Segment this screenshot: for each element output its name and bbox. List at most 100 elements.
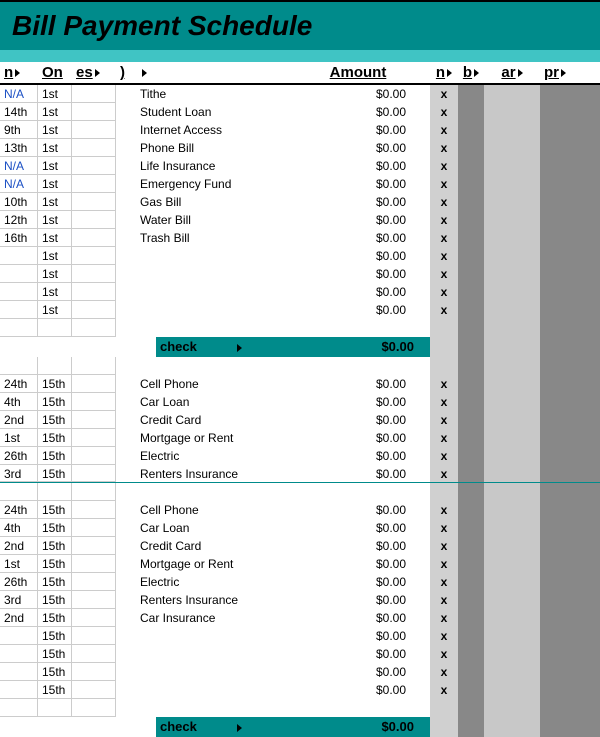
cell-amount: $0.00 [286, 229, 430, 247]
cell-x: x [430, 283, 458, 301]
cell-n: 9th [0, 121, 38, 139]
cell-n: 12th [0, 211, 38, 229]
cell-par [116, 681, 136, 699]
table-row: 2nd15thCredit Card$0.00x [0, 537, 600, 555]
cell-par [116, 591, 136, 609]
cell-par [116, 283, 136, 301]
cell-x: x [430, 193, 458, 211]
cell-es [72, 157, 116, 175]
table-row: 13th1stPhone Bill$0.00x [0, 139, 600, 157]
cell-n [0, 265, 38, 283]
cell-es [72, 663, 116, 681]
cell-on: 15th [38, 447, 72, 465]
cell-n: 1st [0, 429, 38, 447]
cell-desc: Car Loan [136, 393, 286, 411]
cell-on: 15th [38, 663, 72, 681]
cell-x: x [430, 645, 458, 663]
table-row: 15th$0.00x [0, 663, 600, 681]
cell-par [116, 265, 136, 283]
cell-es [72, 681, 116, 699]
cell-desc [136, 283, 286, 301]
check-label: check [156, 337, 306, 357]
cell-par [116, 175, 136, 193]
cell-on: 15th [38, 627, 72, 645]
cell-n: 3rd [0, 591, 38, 609]
cell-amount: $0.00 [286, 301, 430, 319]
cell-n: 3rd [0, 465, 38, 482]
cell-x: x [430, 663, 458, 681]
cell-par [116, 247, 136, 265]
cell-es [72, 103, 116, 121]
check-label: check [156, 717, 306, 737]
cell-par [116, 121, 136, 139]
cell-x: x [430, 157, 458, 175]
cell-desc: Trash Bill [136, 229, 286, 247]
cell-desc [136, 301, 286, 319]
cell-es [72, 609, 116, 627]
header-n2: n [430, 62, 458, 83]
cell-desc: Electric [136, 447, 286, 465]
cell-amount: $0.00 [286, 609, 430, 627]
cell-es [72, 447, 116, 465]
table-row: 24th15thCell Phone$0.00x [0, 501, 600, 519]
cell-amount: $0.00 [286, 681, 430, 699]
cell-n [0, 301, 38, 319]
cell-amount: $0.00 [286, 139, 430, 157]
cell-par [116, 193, 136, 211]
cell-n [0, 681, 38, 699]
cell-n [0, 627, 38, 645]
cell-amount: $0.00 [286, 103, 430, 121]
cell-par [116, 537, 136, 555]
cell-es [72, 555, 116, 573]
table-row: 15th$0.00x [0, 681, 600, 699]
cell-desc: Cell Phone [136, 501, 286, 519]
cell-desc [136, 247, 286, 265]
cell-x: x [430, 573, 458, 591]
empty-row [0, 357, 600, 375]
header-on: On [38, 62, 72, 83]
cell-es [72, 265, 116, 283]
cell-es [72, 411, 116, 429]
cell-es [72, 301, 116, 319]
cell-desc: Water Bill [136, 211, 286, 229]
cell-es [72, 247, 116, 265]
cell-n [0, 663, 38, 681]
table-row: 3rd15thRenters Insurance$0.00x [0, 591, 600, 609]
table-row: 26th15thElectric$0.00x [0, 447, 600, 465]
table-body: N/A1stTithe$0.00x14th1stStudent Loan$0.0… [0, 85, 600, 737]
cell-desc: Gas Bill [136, 193, 286, 211]
cell-desc: Mortgage or Rent [136, 429, 286, 447]
cell-amount: $0.00 [286, 465, 430, 482]
cell-x: x [430, 121, 458, 139]
cell-par [116, 447, 136, 465]
cell-desc [136, 681, 286, 699]
cell-n: N/A [0, 175, 38, 193]
table-row: 1st$0.00x [0, 265, 600, 283]
cell-desc: Cell Phone [136, 375, 286, 393]
table-row: 1st$0.00x [0, 283, 600, 301]
cell-x: x [430, 393, 458, 411]
cell-x: x [430, 211, 458, 229]
cell-par [116, 645, 136, 663]
cell-n: 24th [0, 375, 38, 393]
cell-amount: $0.00 [286, 247, 430, 265]
cell-on: 15th [38, 609, 72, 627]
cell-par [116, 393, 136, 411]
cell-x: x [430, 85, 458, 103]
cell-x: x [430, 537, 458, 555]
cell-es [72, 501, 116, 519]
cell-amount: $0.00 [286, 447, 430, 465]
cell-n: 14th [0, 103, 38, 121]
cell-par [116, 211, 136, 229]
cell-par [116, 501, 136, 519]
header-ar: ar [484, 62, 540, 83]
cell-on: 15th [38, 645, 72, 663]
cell-es [72, 519, 116, 537]
cell-x: x [430, 247, 458, 265]
cell-amount: $0.00 [286, 591, 430, 609]
cell-desc: Student Loan [136, 103, 286, 121]
cell-desc [136, 645, 286, 663]
cell-n: 24th [0, 501, 38, 519]
cell-n: 2nd [0, 609, 38, 627]
cell-on: 15th [38, 465, 72, 482]
